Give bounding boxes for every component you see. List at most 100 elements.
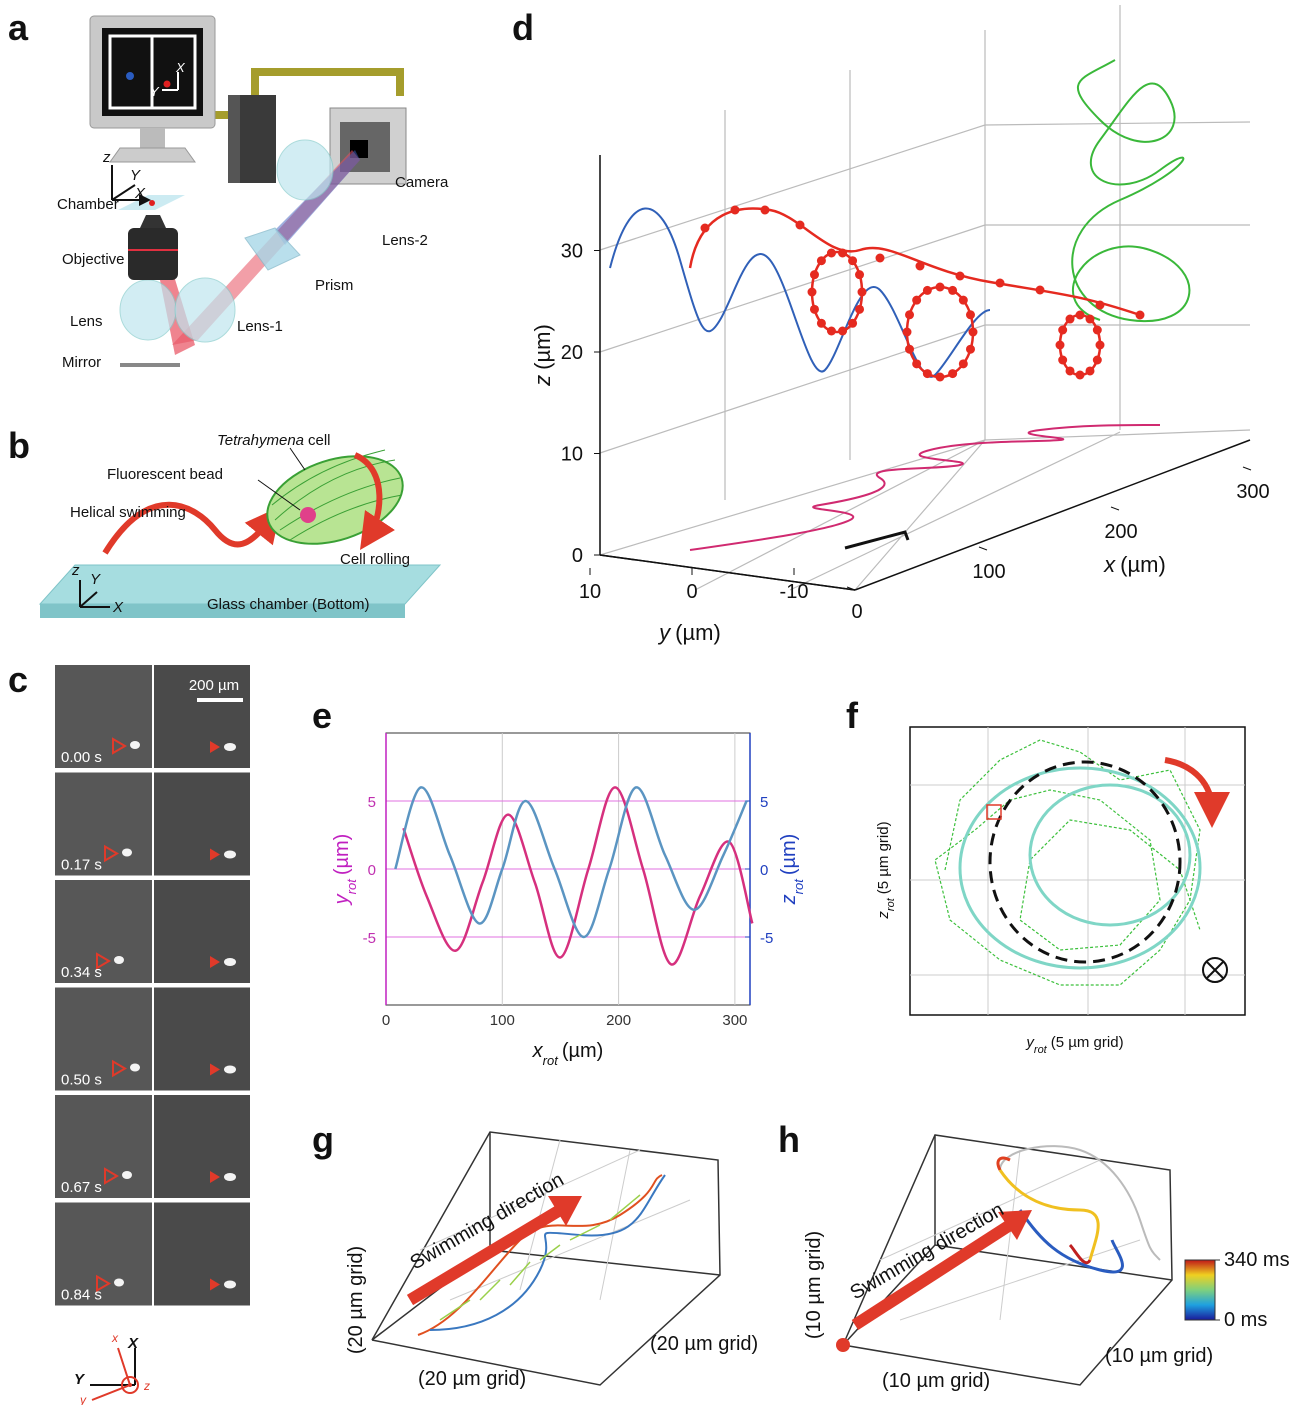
- label: Cell rolling: [340, 551, 410, 568]
- trajectory-dot: [1136, 311, 1145, 320]
- trajectory-dot: [761, 206, 770, 215]
- trajectory-dot: [817, 256, 826, 265]
- trajectory-3d-part: [855, 440, 1250, 590]
- trajectory-dot: [1036, 286, 1045, 295]
- time-label: 0.17 s: [61, 857, 102, 874]
- panel-letter: f: [846, 695, 859, 736]
- microscopy-frames-part: [92, 1348, 130, 1400]
- x-tick: [1111, 507, 1119, 510]
- trajectory-dot: [903, 328, 912, 337]
- axis-label: x(µm): [1103, 552, 1166, 577]
- trajectory-dot: [1058, 326, 1067, 335]
- label: (10 µm grid): [1105, 1345, 1213, 1367]
- trajectory-3d-part-part: [985, 122, 1250, 125]
- frame-right: [154, 988, 250, 1091]
- trajectory-dot: [1066, 366, 1075, 375]
- trajectory-dot: [796, 221, 805, 230]
- axis-sub: rot: [344, 878, 359, 895]
- label: (20 µm grid): [650, 1333, 758, 1355]
- label: cell: [308, 432, 331, 449]
- axis-unit: (µm): [530, 324, 555, 370]
- panel-letter: g: [312, 1119, 334, 1160]
- label: (5 µm grid): [875, 821, 892, 894]
- label: Helical swimming: [70, 504, 186, 521]
- panel-letter: d: [512, 7, 534, 48]
- trajectory-dot: [810, 270, 819, 279]
- trajectory-3d-part: [610, 208, 990, 376]
- line-chart: 0100200300-505-505xrot(µm)yrot(µm)zrot(µ…: [331, 733, 806, 1068]
- trajectory-3d-part-part: [695, 440, 985, 590]
- panel-letter: b: [8, 425, 30, 466]
- y-tick-label: 10: [579, 581, 601, 603]
- trajectory-dot: [817, 319, 826, 328]
- helix-model: Swimming direction (20 µm grid) (20 µm g…: [345, 1132, 758, 1390]
- setup-illustration-part: [164, 81, 171, 88]
- trajectory-dot: [855, 305, 864, 314]
- cell-blob: [224, 1066, 236, 1074]
- setup-illustration-part: [140, 128, 165, 148]
- setup-illustration-part: [175, 278, 235, 342]
- trajectory-dot: [1086, 366, 1095, 375]
- setup-illustration-part: [128, 228, 178, 280]
- y2-tick-label: -5: [760, 930, 773, 947]
- label: rot: [885, 897, 897, 911]
- cell-illustration-part: [300, 507, 316, 523]
- label: (5 µm grid): [1051, 1034, 1124, 1051]
- setup-illustration-part: [277, 140, 333, 200]
- y-tick-label: 0: [368, 862, 376, 879]
- axis-unit: (µm): [778, 834, 800, 876]
- trajectory-dot: [912, 296, 921, 305]
- cell-blob: [224, 743, 236, 751]
- trajectory-dot: [827, 326, 836, 335]
- label: rot: [1034, 1044, 1048, 1056]
- trajectory-dot: [701, 224, 710, 233]
- x-tick-label: 0: [851, 601, 862, 623]
- trajectory-dot: [855, 270, 864, 279]
- orientation-model: Swimming direction (10 µm grid) (10 µm g…: [803, 1135, 1290, 1392]
- trajectory-dot: [858, 288, 867, 297]
- label: Mirror: [62, 354, 101, 371]
- x-tick: [1243, 467, 1251, 470]
- trajectory-dot: [1093, 356, 1102, 365]
- trajectory-dot: [996, 279, 1005, 288]
- trajectory-dot: [1056, 341, 1065, 350]
- trajectory-dot: [1086, 315, 1095, 324]
- trajectory-3d-part-part: [600, 325, 985, 453]
- label: Chamber: [57, 196, 119, 213]
- axis-var: y: [657, 620, 672, 645]
- x-tick-label: 0: [382, 1012, 390, 1029]
- scale-bar-label: 200 µm: [189, 677, 239, 694]
- label: x: [111, 1331, 119, 1345]
- trajectory-dot: [969, 328, 978, 337]
- trajectory-3d-part-part: [855, 440, 985, 590]
- trajectory-dot: [1076, 311, 1085, 320]
- z-tick-label: 0: [572, 545, 583, 567]
- label: Fluorescent bead: [107, 466, 223, 483]
- label: Lens-2: [382, 232, 428, 249]
- panel-letter: a: [8, 7, 29, 48]
- axis-unit: (µm): [1120, 552, 1166, 577]
- trajectory-dot: [827, 249, 836, 258]
- trajectory-dot: [876, 254, 885, 263]
- axis-unit: (µm): [562, 1040, 604, 1062]
- cell-blob: [224, 1281, 236, 1289]
- label: Y: [130, 167, 141, 184]
- setup-illustration-part: [228, 95, 240, 183]
- cell-blob: [224, 851, 236, 859]
- label: Glass chamber (Bottom): [207, 596, 370, 613]
- axis-label: xrot(µm): [532, 1040, 604, 1068]
- trajectory-dot: [923, 369, 932, 378]
- trajectory-3d-part: [1060, 315, 1100, 375]
- label: Y: [90, 571, 101, 588]
- trajectory-dot: [923, 286, 932, 295]
- body: a b c d e f g h X Y z: [0, 0, 1291, 1405]
- axis-unit: (µm): [675, 620, 721, 645]
- label: z: [102, 149, 111, 166]
- label: X: [112, 599, 124, 616]
- label: y: [79, 1393, 87, 1405]
- trajectory-3d: 0102030100-100100200300z(µm)y(µm)x(µm): [530, 5, 1270, 645]
- y-tick-label: 0: [686, 581, 697, 603]
- time-label: 0.00 s: [61, 749, 102, 766]
- label: Objective: [62, 251, 125, 268]
- z-tick-label: 30: [561, 241, 583, 263]
